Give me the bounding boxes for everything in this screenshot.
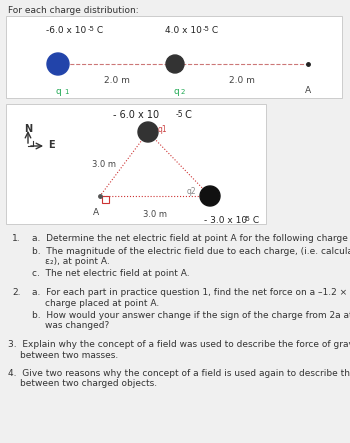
Text: a.  Determine the net electric field at point A for the following charge distrib: a. Determine the net electric field at p… (32, 234, 350, 243)
Text: was changed?: was changed? (45, 322, 109, 330)
Text: - 3.0 x 10: - 3.0 x 10 (204, 216, 247, 225)
Text: 2: 2 (181, 89, 186, 95)
Bar (102, 196, 109, 203)
Text: c.  The net electric field at point A.: c. The net electric field at point A. (32, 269, 190, 279)
Text: q1: q1 (158, 124, 168, 133)
Text: 2.: 2. (12, 288, 21, 297)
Text: -6.0 x 10: -6.0 x 10 (46, 26, 86, 35)
Text: E: E (48, 140, 55, 150)
Text: 3.0 m: 3.0 m (143, 210, 167, 219)
Text: -5: -5 (176, 110, 184, 119)
Text: 4.0 x 10: 4.0 x 10 (165, 26, 202, 35)
Text: charge placed at point A.: charge placed at point A. (45, 299, 159, 307)
Text: q2: q2 (186, 187, 196, 195)
Text: b.  The magnitude of the electric field due to each charge, (i.e. calculate ε₁ a: b. The magnitude of the electric field d… (32, 246, 350, 256)
Text: C: C (182, 110, 192, 120)
Text: 2.0 m: 2.0 m (229, 76, 254, 85)
Text: a.  For each part in practice question 1, find the net force on a –1.2 × 10⁻⁵ C: a. For each part in practice question 1,… (32, 288, 350, 297)
Text: -5: -5 (203, 26, 210, 32)
Text: -5: -5 (244, 216, 251, 222)
Text: between two masses.: between two masses. (20, 350, 118, 360)
Text: -5: -5 (88, 26, 95, 32)
Text: ε₂), at point A.: ε₂), at point A. (45, 257, 110, 266)
Text: 2.0 m: 2.0 m (104, 76, 130, 85)
Text: C: C (250, 216, 259, 225)
Text: A: A (93, 208, 99, 217)
Text: N: N (24, 124, 32, 134)
Text: For each charge distribution:: For each charge distribution: (8, 6, 139, 15)
Text: q: q (56, 87, 62, 96)
Text: 3.  Explain why the concept of a field was used to describe the force of gravity: 3. Explain why the concept of a field wa… (8, 340, 350, 349)
Text: C: C (94, 26, 103, 35)
Text: C: C (209, 26, 218, 35)
Circle shape (166, 55, 184, 73)
Text: b.  How would your answer change if the sign of the charge from 2a at point A: b. How would your answer change if the s… (32, 311, 350, 320)
Bar (6, 16, 342, 98)
Text: 4.  Give two reasons why the concept of a field is used again to describe the fo: 4. Give two reasons why the concept of a… (8, 369, 350, 378)
Text: between two charged objects.: between two charged objects. (20, 380, 157, 389)
Circle shape (47, 53, 69, 75)
Text: 3.0 m: 3.0 m (92, 159, 116, 168)
Text: 1: 1 (64, 89, 69, 95)
Circle shape (200, 186, 220, 206)
Circle shape (138, 122, 158, 142)
Bar (6, 104, 266, 224)
Text: q: q (173, 87, 179, 96)
Text: - 6.0 x 10: - 6.0 x 10 (113, 110, 159, 120)
Text: 1.: 1. (12, 234, 21, 243)
Text: A: A (305, 86, 311, 95)
